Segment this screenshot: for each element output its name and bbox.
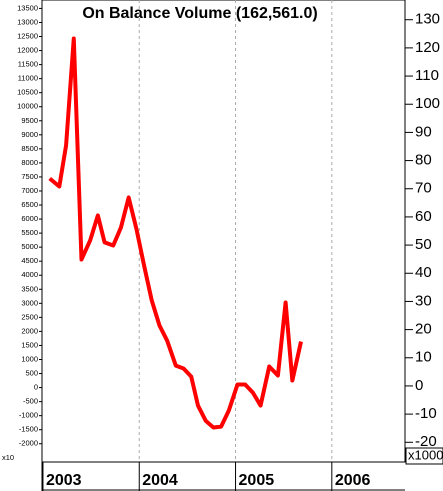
y-tick-label: 6000 bbox=[21, 214, 38, 223]
y-tick-label: 3500 bbox=[21, 284, 38, 293]
y2-tick-label: 120 bbox=[415, 39, 440, 56]
y-tick-label: 12000 bbox=[17, 46, 38, 55]
y2-unit-label: x1000 bbox=[408, 447, 443, 462]
y2-tick-label: -10 bbox=[415, 405, 437, 422]
y-tick-label: 1000 bbox=[21, 354, 38, 363]
y-tick-label: -500 bbox=[23, 397, 38, 406]
y2-tick-label: -20 bbox=[415, 433, 437, 450]
y2-tick-label: 90 bbox=[415, 123, 432, 140]
y2-tick-label: 30 bbox=[415, 292, 432, 309]
y-tick-label: 9000 bbox=[21, 130, 38, 139]
y-tick-label: 0 bbox=[34, 383, 38, 392]
y-tick-label: 11000 bbox=[18, 74, 38, 83]
x-tick-label: 2003 bbox=[46, 472, 82, 489]
y-tick-label: -1000 bbox=[19, 411, 38, 420]
y-tick-label: 12500 bbox=[17, 31, 38, 40]
y-tick-label: 13500 bbox=[17, 3, 38, 12]
y2-tick-label: 50 bbox=[415, 236, 432, 253]
x-tick-label: 2005 bbox=[239, 472, 275, 489]
y-tick-label: 2500 bbox=[21, 312, 38, 321]
y-tick-label: 11500 bbox=[18, 60, 38, 69]
y-tick-label: 6500 bbox=[21, 200, 38, 209]
y-tick-label: 500 bbox=[25, 369, 38, 378]
y-tick-label: 7500 bbox=[21, 172, 38, 181]
x-tick-label: 2004 bbox=[142, 472, 178, 489]
y-tick-label: 4500 bbox=[21, 256, 38, 265]
y-unit-label: x10 bbox=[2, 453, 14, 462]
unit-box bbox=[405, 447, 443, 465]
y-tick-label: 8000 bbox=[21, 158, 38, 167]
y2-tick-label: 110 bbox=[415, 67, 439, 84]
y2-tick-label: 100 bbox=[415, 95, 440, 112]
data-line bbox=[48, 36, 303, 430]
y2-tick-label: 80 bbox=[415, 152, 432, 169]
y-tick-label: 5000 bbox=[21, 242, 38, 251]
x-tick-label: 2006 bbox=[335, 472, 371, 489]
y2-tick-label: 60 bbox=[415, 208, 432, 225]
y-tick-label: 2000 bbox=[21, 326, 38, 335]
y2-tick-label: 10 bbox=[415, 349, 432, 366]
y-tick-label: 10000 bbox=[17, 102, 38, 111]
y-tick-label: 5500 bbox=[21, 228, 38, 237]
y-tick-label: 7000 bbox=[21, 186, 38, 195]
plot-frame bbox=[41, 0, 406, 463]
y2-tick-label: 20 bbox=[415, 321, 432, 338]
y-tick-label: 10500 bbox=[17, 88, 38, 97]
y-tick-label: 8500 bbox=[21, 144, 38, 153]
y2-tick-label: 70 bbox=[415, 180, 432, 197]
y-tick-label: 9500 bbox=[21, 116, 38, 125]
y-tick-label: -2000 bbox=[19, 439, 38, 448]
y-tick-label: 3000 bbox=[21, 298, 38, 307]
y-tick-label: 1500 bbox=[21, 340, 38, 349]
y2-tick-label: 0 bbox=[415, 377, 423, 394]
y-tick-label: 4000 bbox=[21, 270, 38, 279]
y-tick-label: 13000 bbox=[17, 17, 38, 26]
y-tick-label: -1500 bbox=[19, 425, 38, 434]
y2-tick-label: 130 bbox=[415, 11, 440, 28]
y2-tick-label: 40 bbox=[415, 264, 432, 281]
chart-title: On Balance Volume (162,561.0) bbox=[82, 5, 317, 22]
